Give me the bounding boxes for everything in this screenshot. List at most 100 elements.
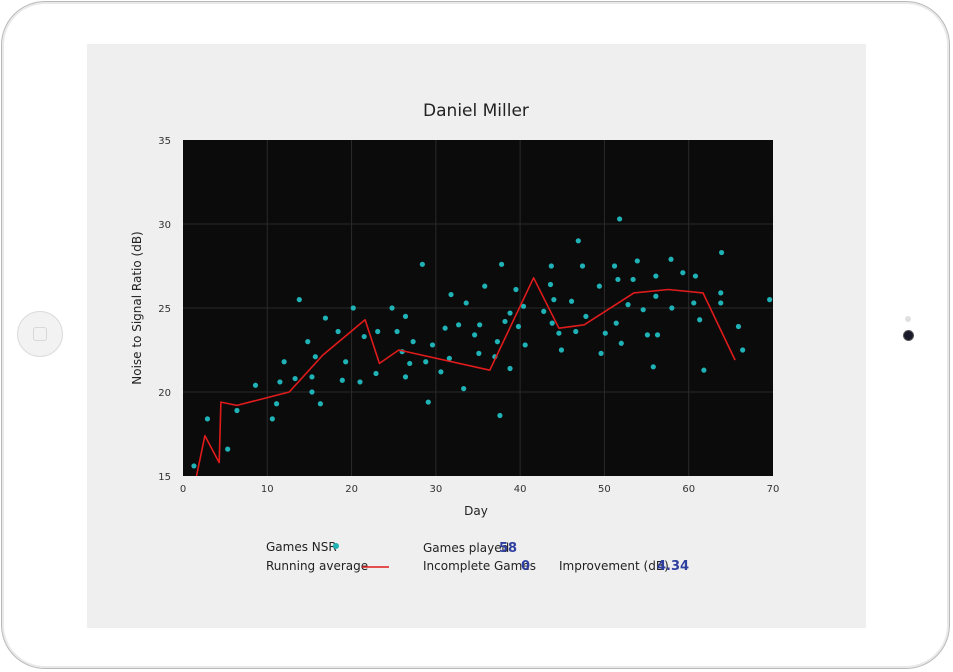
x-tick-label: 0: [180, 484, 186, 495]
data-point: [410, 339, 416, 345]
data-point: [507, 365, 513, 372]
data-point: [281, 359, 287, 365]
data-point: [558, 347, 565, 353]
data-point: [317, 401, 323, 407]
data-point: [343, 359, 349, 365]
running-average-line: [195, 277, 736, 477]
data-point: [269, 416, 275, 422]
data-point: [522, 342, 528, 348]
data-point: [375, 328, 381, 335]
data-point: [423, 359, 429, 365]
y-tick-label: 15: [158, 472, 171, 483]
data-point: [438, 369, 444, 375]
data-point: [402, 374, 409, 380]
axis-ticks: 0 10 20 30 40 50 60 70 15 20 25 30 35: [158, 136, 779, 495]
data-point: [499, 261, 505, 267]
data-point: [583, 313, 589, 319]
sensor-dot: [905, 316, 911, 322]
data-point: [669, 305, 675, 311]
data-point: [335, 328, 341, 335]
data-point: [617, 216, 623, 222]
data-point: [494, 339, 500, 345]
data-point: [579, 263, 586, 269]
x-tick-label: 30: [429, 484, 442, 495]
running-average-polyline: [195, 277, 736, 477]
camera-icon: [903, 330, 914, 341]
data-point: [312, 354, 318, 360]
home-button[interactable]: [17, 311, 63, 357]
incomplete-games-value: 0: [521, 559, 530, 574]
data-point: [497, 412, 503, 419]
legend: Games NSR Running average: [266, 540, 389, 573]
data-point: [225, 446, 231, 452]
improvement-value: 4.34: [657, 559, 689, 574]
data-point: [701, 367, 707, 373]
data-point: [292, 375, 298, 382]
data-point: [502, 318, 508, 325]
data-point: [573, 328, 579, 335]
data-point: [394, 328, 400, 335]
x-tick-label: 60: [682, 484, 695, 495]
data-point: [598, 350, 604, 356]
data-point: [448, 291, 454, 298]
stats-panel: Games played 58 Incomplete Games 0 Impro…: [423, 541, 689, 574]
improvement-label: Improvement (dB): [559, 559, 669, 573]
data-point: [515, 323, 522, 330]
x-tick-label: 70: [767, 484, 780, 495]
data-point: [718, 290, 724, 296]
data-point: [653, 293, 659, 299]
y-tick-label: 20: [158, 388, 171, 399]
data-point: [477, 322, 483, 328]
data-point: [361, 333, 367, 340]
data-point: [568, 298, 575, 304]
data-point: [541, 308, 547, 314]
data-point: [402, 313, 409, 319]
data-point: [718, 249, 725, 256]
x-tick-label: 10: [261, 484, 274, 495]
data-point: [234, 407, 240, 414]
data-point: [277, 379, 283, 385]
data-point: [419, 261, 425, 267]
chart-title: Daniel Miller: [423, 101, 529, 121]
data-point: [482, 283, 488, 289]
data-point: [472, 332, 478, 338]
data-point: [296, 297, 302, 303]
data-point: [309, 389, 315, 395]
data-point: [613, 320, 619, 326]
legend-games-nsr-label: Games NSR: [266, 540, 337, 554]
incomplete-games-label: Incomplete Games: [423, 559, 536, 573]
y-axis-label: Noise to Signal Ratio (dB): [130, 231, 144, 384]
data-point: [357, 379, 363, 385]
data-point: [425, 399, 431, 405]
data-point: [691, 300, 697, 306]
data-point: [618, 340, 624, 346]
data-point: [644, 332, 651, 338]
data-point: [640, 307, 646, 313]
data-point: [273, 401, 280, 407]
data-point: [654, 332, 661, 338]
data-point: [373, 370, 379, 377]
data-point: [350, 305, 356, 311]
x-tick-label: 20: [345, 484, 358, 495]
y-tick-label: 35: [158, 136, 171, 147]
data-point: [461, 386, 467, 392]
data-point: [513, 286, 519, 293]
data-point: [650, 364, 656, 370]
data-point: [429, 342, 436, 348]
data-point: [407, 360, 413, 367]
y-tick-label: 25: [158, 304, 171, 315]
data-point: [339, 377, 345, 383]
legend-games-nsr-marker: [333, 543, 339, 549]
x-axis-label: Day: [464, 504, 488, 518]
data-point: [252, 382, 259, 388]
data-point: [575, 238, 581, 244]
home-square-icon: [33, 327, 47, 341]
data-point: [520, 303, 527, 309]
data-point: [549, 320, 555, 326]
data-point: [191, 463, 197, 469]
x-tick-label: 40: [514, 484, 527, 495]
data-point: [442, 325, 448, 331]
nsr-chart: Daniel Miller 0 10 20 30 40 50 60 701520253035 …: [130, 101, 779, 574]
data-point: [456, 322, 462, 328]
data-point: [692, 273, 699, 279]
